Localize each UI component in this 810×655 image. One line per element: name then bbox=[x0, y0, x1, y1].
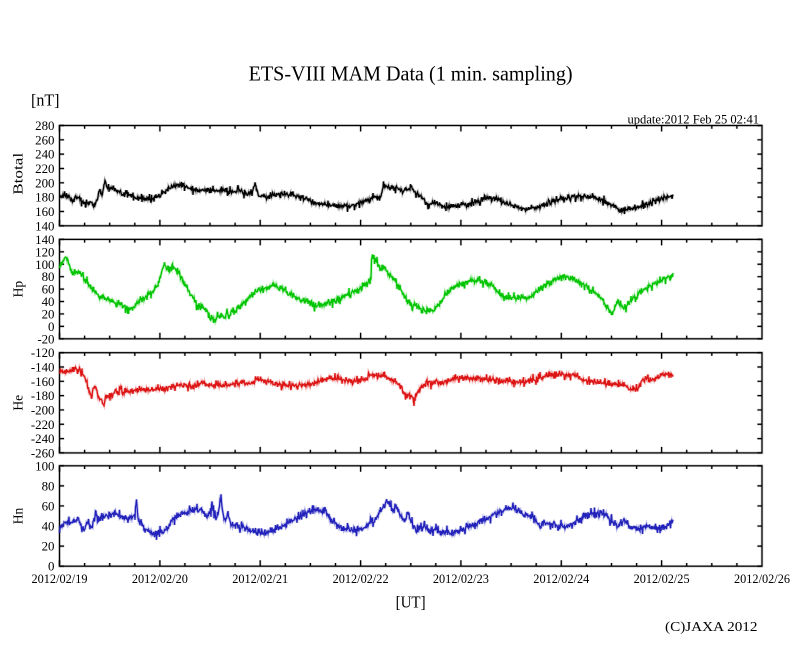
svg-text:2012/02/25: 2012/02/25 bbox=[634, 572, 690, 586]
svg-text:200: 200 bbox=[35, 176, 54, 190]
svg-text:40: 40 bbox=[42, 520, 55, 534]
svg-text:20: 20 bbox=[42, 540, 55, 554]
svg-text:[UT]: [UT] bbox=[396, 593, 426, 612]
svg-text:2012/02/24: 2012/02/24 bbox=[533, 572, 590, 586]
svg-text:2012/02/26: 2012/02/26 bbox=[734, 572, 791, 586]
svg-text:-160: -160 bbox=[31, 375, 55, 389]
svg-text:0: 0 bbox=[48, 320, 54, 334]
svg-text:-240: -240 bbox=[31, 432, 55, 446]
svg-text:140: 140 bbox=[35, 233, 54, 247]
svg-text:140: 140 bbox=[35, 219, 54, 233]
svg-text:-200: -200 bbox=[31, 404, 55, 418]
svg-text:60: 60 bbox=[42, 500, 55, 514]
svg-text:-260: -260 bbox=[31, 446, 55, 460]
svg-text:80: 80 bbox=[42, 270, 55, 284]
svg-text:-120: -120 bbox=[31, 346, 55, 360]
svg-text:260: 260 bbox=[35, 133, 54, 147]
svg-text:Hn: Hn bbox=[11, 508, 26, 525]
svg-text:60: 60 bbox=[42, 283, 55, 297]
svg-text:2012/02/20: 2012/02/20 bbox=[132, 572, 188, 586]
svg-text:He: He bbox=[11, 395, 26, 411]
svg-text:-140: -140 bbox=[31, 361, 55, 375]
svg-text:-20: -20 bbox=[37, 332, 54, 346]
svg-text:2012/02/23: 2012/02/23 bbox=[433, 572, 489, 586]
svg-text:Btotal: Btotal bbox=[11, 152, 26, 194]
svg-text:220: 220 bbox=[35, 162, 54, 176]
svg-text:[nT]: [nT] bbox=[31, 91, 60, 110]
svg-text:280: 280 bbox=[35, 119, 54, 133]
svg-text:update:2012 Feb 25 02:41: update:2012 Feb 25 02:41 bbox=[628, 113, 760, 127]
svg-text:20: 20 bbox=[42, 308, 55, 322]
svg-text:240: 240 bbox=[35, 148, 54, 162]
svg-text:-220: -220 bbox=[31, 418, 55, 432]
svg-text:-180: -180 bbox=[31, 389, 55, 403]
svg-text:120: 120 bbox=[35, 245, 54, 259]
svg-text:2012/02/19: 2012/02/19 bbox=[32, 572, 88, 586]
svg-text:80: 80 bbox=[42, 479, 55, 493]
svg-text:160: 160 bbox=[35, 205, 54, 219]
svg-text:180: 180 bbox=[35, 191, 54, 205]
svg-text:100: 100 bbox=[35, 258, 54, 272]
svg-text:(C)JAXA 2012: (C)JAXA 2012 bbox=[665, 620, 758, 635]
svg-text:40: 40 bbox=[42, 295, 55, 309]
svg-text:2012/02/22: 2012/02/22 bbox=[333, 572, 389, 586]
svg-text:0: 0 bbox=[48, 560, 54, 574]
svg-text:2012/02/21: 2012/02/21 bbox=[232, 572, 288, 586]
svg-text:ETS-VIII MAM Data (1 min. samp: ETS-VIII MAM Data (1 min. sampling) bbox=[249, 62, 573, 86]
svg-text:Hp: Hp bbox=[11, 281, 26, 298]
svg-text:100: 100 bbox=[35, 459, 54, 473]
